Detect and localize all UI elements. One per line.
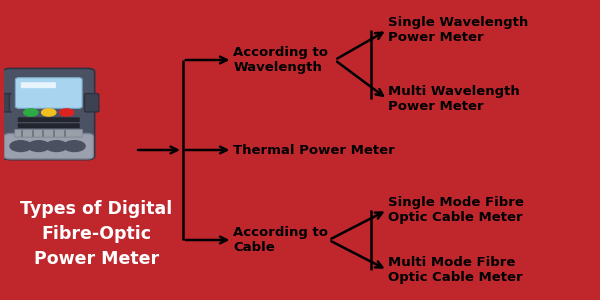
Text: Thermal Power Meter: Thermal Power Meter (233, 143, 395, 157)
FancyBboxPatch shape (3, 68, 95, 160)
Circle shape (24, 109, 38, 116)
FancyBboxPatch shape (16, 78, 82, 108)
Text: Types of Digital
Fibre-Optic
Power Meter: Types of Digital Fibre-Optic Power Meter (20, 200, 173, 268)
FancyBboxPatch shape (1, 94, 11, 112)
Text: According to
Cable: According to Cable (233, 226, 328, 254)
Circle shape (41, 109, 56, 116)
FancyBboxPatch shape (18, 123, 80, 128)
Circle shape (46, 141, 67, 152)
FancyBboxPatch shape (21, 82, 56, 88)
Text: Single Wavelength
Power Meter: Single Wavelength Power Meter (388, 16, 529, 44)
Circle shape (64, 141, 85, 152)
Circle shape (59, 109, 74, 116)
FancyBboxPatch shape (15, 129, 83, 137)
Text: Single Mode Fibre
Optic Cable Meter: Single Mode Fibre Optic Cable Meter (388, 196, 524, 224)
Text: Multi Mode Fibre
Optic Cable Meter: Multi Mode Fibre Optic Cable Meter (388, 256, 523, 284)
FancyBboxPatch shape (4, 134, 94, 159)
FancyBboxPatch shape (18, 117, 80, 122)
Circle shape (10, 141, 31, 152)
Text: According to
Wavelength: According to Wavelength (233, 46, 328, 74)
Circle shape (28, 141, 49, 152)
FancyBboxPatch shape (85, 94, 99, 112)
Text: Multi Wavelength
Power Meter: Multi Wavelength Power Meter (388, 85, 520, 113)
